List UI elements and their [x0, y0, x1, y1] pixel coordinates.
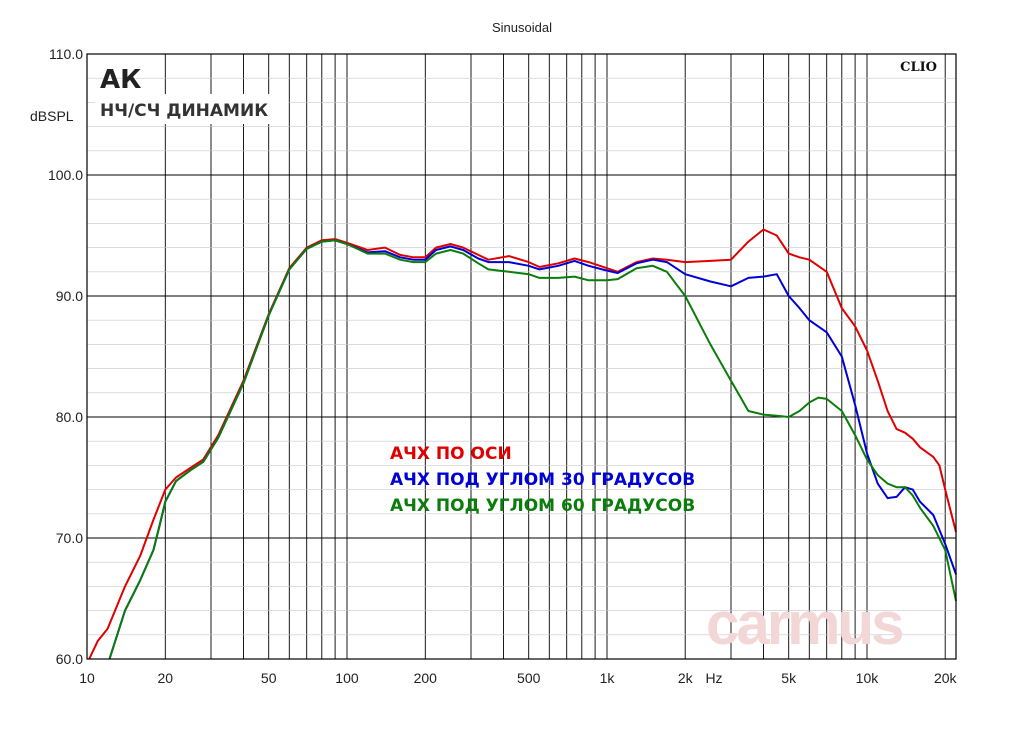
x-tick-label: 2k — [678, 670, 694, 686]
legend-entry-1: АЧХ ПО ОСИ — [390, 444, 512, 464]
legend-entry-3: АЧХ ПОД УГЛОМ 60 ГРАДУСОВ — [390, 496, 695, 516]
x-tick-label: 100 — [335, 670, 359, 686]
x-tick-label: 1k — [600, 670, 616, 686]
y-tick-label: 60.0 — [56, 651, 83, 667]
brand-logo: CLIO — [900, 60, 937, 75]
x-tick-label: 20k — [934, 670, 958, 686]
y-axis-label: dBSPL — [30, 108, 74, 124]
chart-subheading: НЧ/СЧ ДИНАМИК — [100, 101, 268, 121]
grid — [87, 53, 956, 660]
chart-title: Sinusoidal — [492, 20, 552, 35]
legend: АЧХ ПО ОСИ АЧХ ПОД УГЛОМ 30 ГРАДУСОВ АЧХ П… — [390, 444, 695, 516]
y-tick-labels: 60.0 70.0 80.0 90.0 100.0 110.0 — [48, 46, 83, 667]
y-tick-label: 100.0 — [48, 167, 83, 183]
x-tick-label: 20 — [157, 670, 173, 686]
plot-frame — [86, 53, 957, 660]
y-tick-label: 80.0 — [56, 409, 83, 425]
x-axis-unit: Hz — [705, 670, 722, 686]
x-tick-label: 50 — [261, 670, 277, 686]
watermark: carmus — [706, 590, 902, 657]
x-tick-label: 10 — [79, 670, 95, 686]
legend-entry-2: АЧХ ПОД УГЛОМ 30 ГРАДУСОВ — [390, 470, 695, 490]
subheading-backdrop — [95, 94, 288, 124]
x-tick-label: 5k — [781, 670, 797, 686]
x-tick-labels: 10 20 50 100 200 500 1k 2k 5k 10k 20k — [79, 670, 957, 686]
series-line-3 — [108, 239, 957, 660]
x-tick-label: 200 — [414, 670, 438, 686]
chart-heading: АК — [100, 65, 141, 95]
series-group — [88, 228, 957, 660]
y-tick-label: 70.0 — [56, 530, 83, 546]
y-tick-label: 110.0 — [49, 46, 83, 62]
x-tick-label: 10k — [856, 670, 880, 686]
series-line-1 — [88, 228, 957, 660]
x-tick-label: 500 — [517, 670, 541, 686]
y-tick-label: 90.0 — [56, 288, 83, 304]
